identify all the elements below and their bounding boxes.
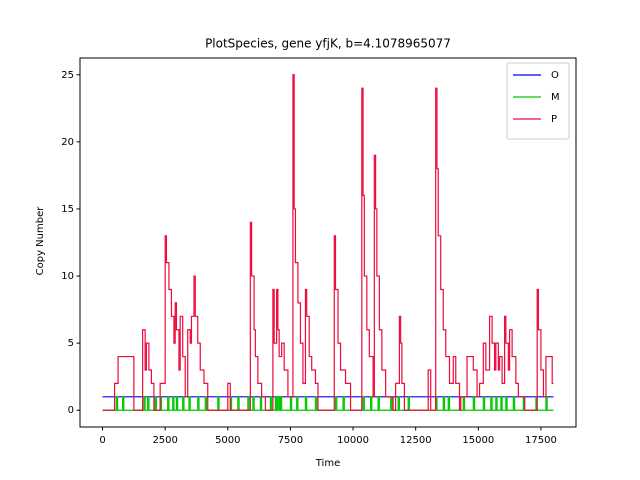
legend-label: O xyxy=(551,70,559,81)
legend-label: P xyxy=(551,114,557,125)
y-tick-label: 20 xyxy=(61,137,74,148)
x-tick-label: 7500 xyxy=(278,435,303,446)
x-tick-label: 0 xyxy=(99,435,105,446)
y-tick-label: 0 xyxy=(68,405,74,416)
series-line xyxy=(102,396,554,411)
chart-title: PlotSpecies, gene yfjK, b=4.1078965077 xyxy=(205,37,451,51)
series-line xyxy=(102,74,554,411)
x-tick-label: 15000 xyxy=(462,435,494,446)
x-tick-label: 2500 xyxy=(152,435,177,446)
legend-box xyxy=(506,62,570,140)
y-tick-label: 5 xyxy=(68,338,74,349)
legend-label: M xyxy=(551,92,560,103)
x-tick-label: 17500 xyxy=(525,435,557,446)
x-axis-label: Time xyxy=(315,458,340,469)
y-tick-label: 10 xyxy=(61,271,74,282)
x-tick-label: 10000 xyxy=(337,435,369,446)
x-tick-label: 5000 xyxy=(215,435,240,446)
plot-frame xyxy=(79,57,577,428)
y-axis-label: Copy Number xyxy=(35,206,46,276)
y-tick-label: 25 xyxy=(61,70,74,81)
y-tick-label: 15 xyxy=(61,204,74,215)
x-tick-label: 12500 xyxy=(400,435,432,446)
